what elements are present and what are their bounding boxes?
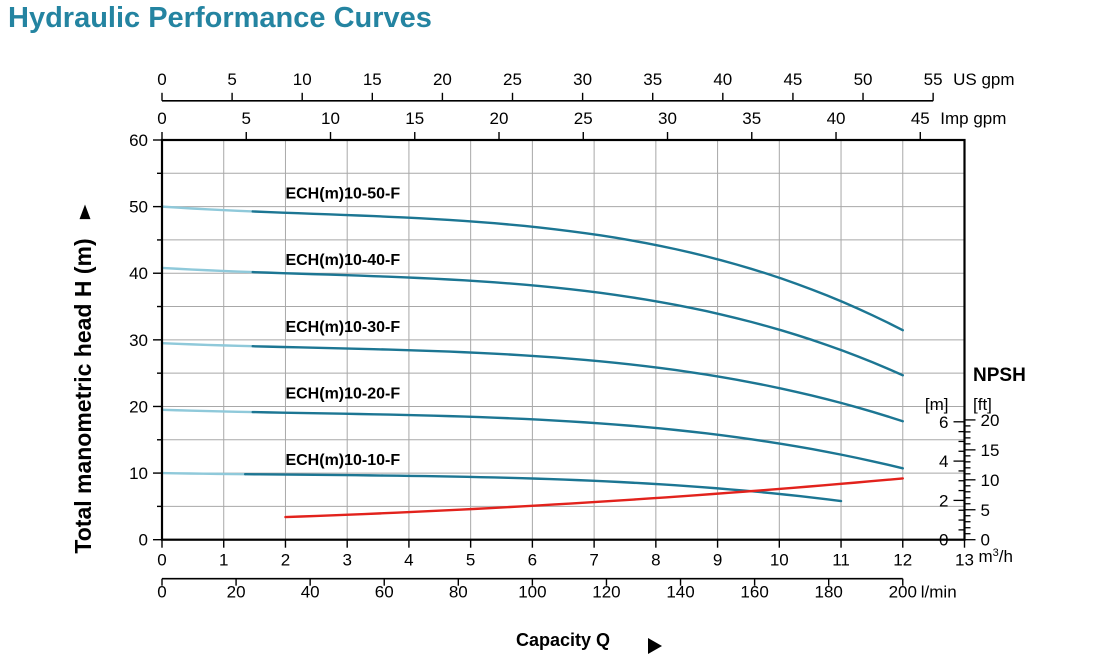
svg-text:6: 6 [528,551,537,570]
svg-text:120: 120 [592,583,620,602]
svg-text:ECH(m)10-20-F: ECH(m)10-20-F [285,385,400,402]
svg-text:11: 11 [832,551,850,570]
svg-text:Imp gpm: Imp gpm [940,109,1006,128]
svg-text:10: 10 [770,551,789,570]
svg-text:40: 40 [301,583,320,602]
svg-text:10: 10 [293,70,312,89]
svg-text:4: 4 [939,452,948,471]
svg-text:0: 0 [157,551,166,570]
svg-text:[ft]: [ft] [973,395,992,414]
svg-text:25: 25 [503,70,522,89]
svg-text:0: 0 [157,70,166,89]
svg-text:6: 6 [939,413,948,432]
svg-text:160: 160 [740,583,768,602]
svg-text:30: 30 [573,70,592,89]
svg-text:ECH(m)10-50-F: ECH(m)10-50-F [285,186,400,203]
svg-text:8: 8 [651,551,660,570]
svg-text:5: 5 [242,109,251,128]
svg-text:Capacity Q: Capacity Q [516,630,610,650]
svg-text:0: 0 [939,531,948,550]
svg-text:15: 15 [405,109,424,128]
svg-text:2: 2 [939,491,948,510]
svg-text:10: 10 [129,464,148,483]
svg-text:5: 5 [981,501,990,520]
svg-text:20: 20 [490,109,509,128]
svg-text:0: 0 [157,583,166,602]
svg-text:Total manometric head H (m): Total manometric head H (m) [70,238,96,553]
svg-text:0: 0 [139,531,148,550]
svg-text:35: 35 [742,109,761,128]
svg-text:50: 50 [854,70,873,89]
svg-text:5: 5 [466,551,475,570]
svg-text:30: 30 [129,331,148,350]
svg-text:ECH(m)10-10-F: ECH(m)10-10-F [285,452,400,469]
svg-text:1: 1 [219,551,228,570]
svg-text:200: 200 [889,583,917,602]
svg-text:0: 0 [157,109,166,128]
svg-text:40: 40 [713,70,732,89]
svg-text:3: 3 [342,551,351,570]
svg-text:140: 140 [666,583,694,602]
svg-text:55: 55 [924,70,943,89]
svg-text:25: 25 [574,109,593,128]
svg-text:NPSH: NPSH [973,365,1026,386]
svg-text:80: 80 [449,583,468,602]
svg-text:50: 50 [129,198,148,217]
svg-text:15: 15 [363,70,382,89]
svg-text:180: 180 [815,583,843,602]
svg-text:m3/h: m3/h [979,547,1013,566]
svg-text:40: 40 [129,264,148,283]
svg-text:US gpm: US gpm [953,70,1014,89]
svg-text:9: 9 [713,551,722,570]
svg-text:ECH(m)10-30-F: ECH(m)10-30-F [285,319,400,336]
svg-text:60: 60 [129,131,148,150]
svg-text:7: 7 [589,551,598,570]
svg-text:20: 20 [433,70,452,89]
svg-text:45: 45 [911,109,930,128]
svg-text:20: 20 [227,583,246,602]
svg-text:35: 35 [643,70,662,89]
svg-text:l/min: l/min [921,583,957,602]
svg-text:45: 45 [783,70,802,89]
svg-text:13: 13 [955,551,974,570]
svg-text:4: 4 [404,551,413,570]
svg-text:2: 2 [281,551,290,570]
svg-text:10: 10 [981,471,1000,490]
svg-text:15: 15 [981,441,1000,460]
svg-text:20: 20 [129,397,148,416]
svg-text:[m]: [m] [925,395,949,414]
svg-text:100: 100 [518,583,546,602]
svg-text:ECH(m)10-40-F: ECH(m)10-40-F [285,252,400,269]
svg-text:12: 12 [893,551,912,570]
svg-text:5: 5 [227,70,236,89]
svg-text:10: 10 [321,109,340,128]
svg-text:40: 40 [827,109,846,128]
svg-text:30: 30 [658,109,677,128]
svg-text:60: 60 [375,583,394,602]
